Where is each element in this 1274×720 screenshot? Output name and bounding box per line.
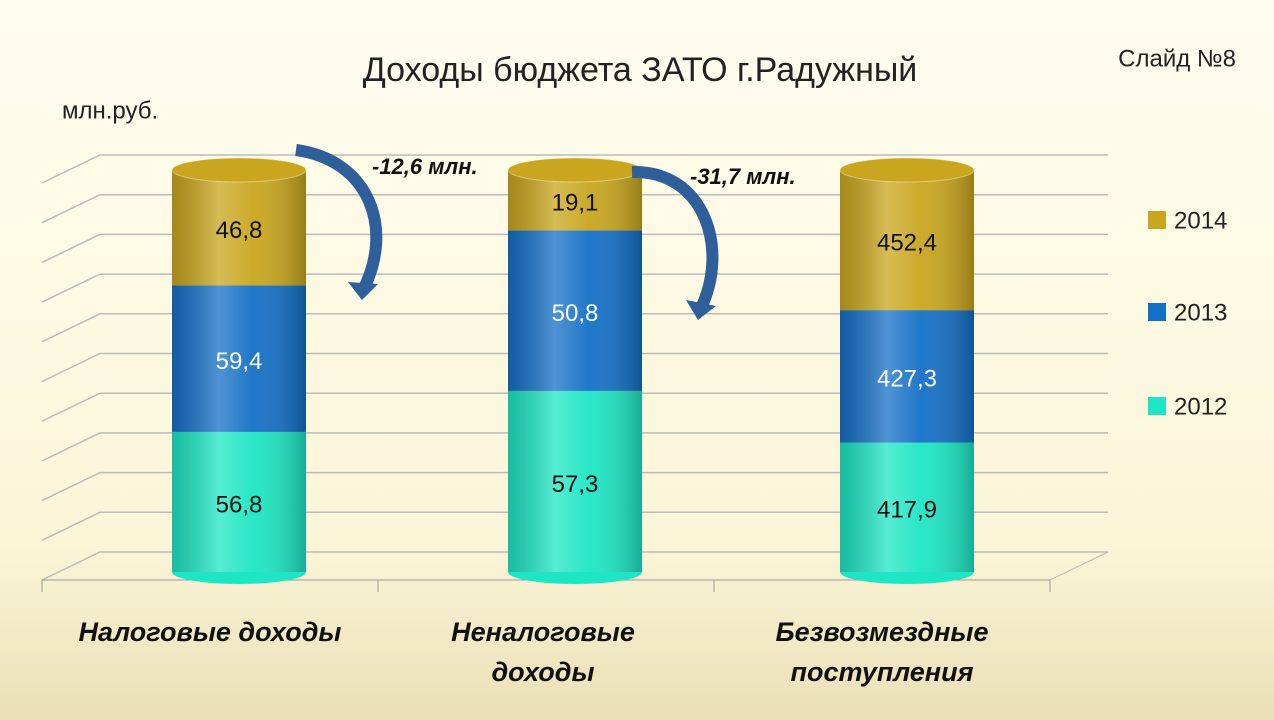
legend-label: 2012 xyxy=(1174,393,1227,420)
legend-swatch xyxy=(1148,397,1166,415)
data-label: 19,1 xyxy=(552,190,599,217)
bars: 56,8 59,4 46,8 57,3 50,8 19,1 417,9 427,3 452,4 xyxy=(171,157,975,584)
data-label: 50,8 xyxy=(552,300,599,327)
data-label: 59,4 xyxy=(216,348,263,375)
data-label: 452,4 xyxy=(877,229,937,256)
segment-shade xyxy=(840,170,974,311)
x-tick-label: Неналоговые доходы xyxy=(451,617,635,687)
segment-shade xyxy=(172,431,306,572)
floor-edge xyxy=(1049,551,1109,581)
segment-shade xyxy=(172,170,306,286)
cylinder-top xyxy=(171,157,307,183)
grid-line xyxy=(41,233,1108,264)
grid-line xyxy=(41,273,1108,303)
grid-line xyxy=(41,551,1108,581)
arrow xyxy=(631,165,719,313)
arrow-head xyxy=(348,282,378,300)
grid-line xyxy=(41,471,1108,502)
grid-line xyxy=(41,193,1108,224)
segment-shade xyxy=(840,310,974,443)
data-label: 46,8 xyxy=(216,217,263,244)
grid-line xyxy=(41,392,1108,422)
grid-line xyxy=(41,313,1108,343)
unit-label: млн.руб. xyxy=(62,97,158,124)
grid-line xyxy=(41,432,1108,462)
annotation: -31,7 млн. xyxy=(690,164,796,189)
legend-swatch xyxy=(1148,211,1166,229)
data-label: 57,3 xyxy=(552,471,599,498)
arrow xyxy=(295,144,383,295)
x-tick-label: Безвозмездные поступления xyxy=(775,617,989,687)
legend-swatch xyxy=(1148,303,1166,321)
annotation: -12,6 млн. xyxy=(372,154,478,179)
grid-line xyxy=(41,352,1108,383)
grid-line xyxy=(41,154,1108,184)
legend-label: 2013 xyxy=(1174,299,1227,326)
data-label: 56,8 xyxy=(216,491,263,518)
segment-shade xyxy=(508,230,642,391)
grid-line xyxy=(41,511,1108,541)
cylinder-top xyxy=(507,157,643,183)
segment-shade xyxy=(508,390,642,572)
legend-label: 2014 xyxy=(1174,207,1227,234)
x-tick-label: Налоговые доходы xyxy=(78,617,342,647)
back-wall xyxy=(41,154,1108,581)
chart-title: Доходы бюджета ЗАТО г.Радужный xyxy=(363,51,918,89)
cylinder-top xyxy=(839,157,975,183)
arrow-head xyxy=(686,300,716,320)
data-label: 417,9 xyxy=(877,497,937,524)
data-label: 427,3 xyxy=(877,366,937,393)
segment-shade xyxy=(172,285,306,432)
slide-number: Слайд №8 xyxy=(1118,45,1236,72)
segment-shade xyxy=(840,442,974,572)
